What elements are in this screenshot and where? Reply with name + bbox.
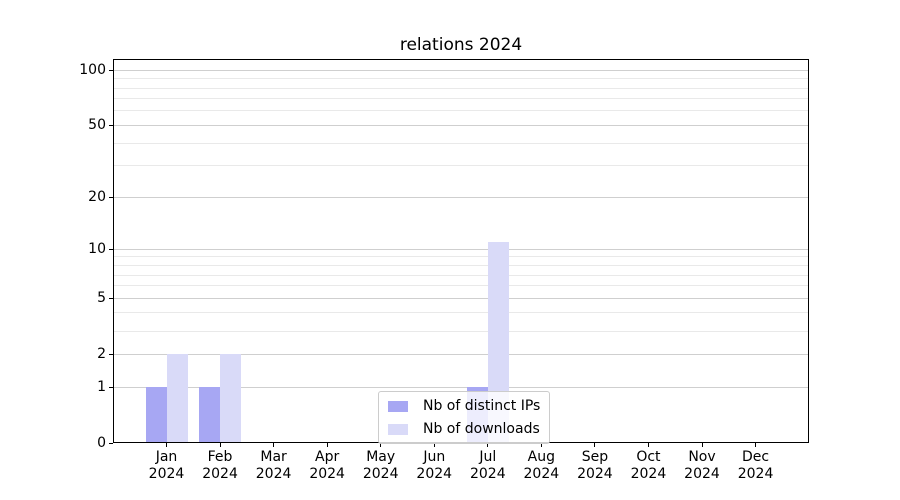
- x-tick-label-month: Sep: [581, 449, 609, 465]
- axes-frame: [113, 59, 809, 443]
- legend-swatch-downloads: [388, 423, 408, 435]
- x-tick-mark: [380, 443, 382, 447]
- x-tick-label-month: May: [366, 449, 396, 465]
- x-tick-label: Dec 2024: [724, 449, 788, 483]
- x-tick-label-month: Apr: [315, 449, 340, 465]
- y-tick-label: 20: [88, 189, 106, 206]
- x-tick-label: Oct 2024: [616, 449, 680, 483]
- minor-gridline: [113, 110, 809, 112]
- x-tick-label: Apr 2024: [295, 449, 359, 483]
- x-tick-label: Nov 2024: [670, 449, 734, 483]
- major-gridline: [113, 353, 809, 355]
- y-tick-mark: [109, 354, 113, 356]
- minor-gridline: [113, 98, 809, 100]
- x-tick-label-month: Mar: [260, 449, 287, 465]
- x-tick-label-month: Aug: [527, 449, 556, 465]
- minor-gridline: [113, 285, 809, 287]
- plot-area: [113, 59, 809, 443]
- y-tick-mark: [109, 443, 113, 444]
- y-tick-label: 100: [79, 62, 106, 79]
- x-tick-label: Jul 2024: [456, 449, 520, 483]
- major-gridline: [113, 386, 809, 388]
- major-gridline: [113, 196, 809, 198]
- x-tick-mark: [219, 443, 221, 447]
- minor-gridline: [113, 165, 809, 167]
- x-tick-mark: [273, 443, 275, 447]
- x-tick-label: May 2024: [349, 449, 413, 483]
- x-tick-label-year: 2024: [577, 466, 613, 482]
- minor-gridline: [113, 87, 809, 89]
- x-tick-mark: [647, 443, 649, 447]
- major-gridline: [113, 297, 809, 299]
- y-tick-mark: [109, 197, 113, 199]
- bar-downloads-jan: [166, 354, 188, 443]
- bar-distinct-ips-jan: [145, 387, 167, 443]
- y-tick-label: 5: [97, 290, 106, 307]
- legend-item-downloads: Nb of downloads: [388, 421, 540, 437]
- x-tick-label-year: 2024: [255, 466, 292, 482]
- x-tick-label-month: Feb: [207, 449, 233, 465]
- x-tick-label: Aug 2024: [509, 449, 573, 483]
- x-tick-label-month: Jan: [155, 449, 178, 465]
- major-gridline: [113, 248, 809, 250]
- x-tick-label: Sep 2024: [563, 449, 627, 483]
- bar-downloads-feb: [220, 354, 242, 443]
- x-tick-label-year: 2024: [630, 466, 667, 482]
- x-tick-mark: [701, 443, 703, 447]
- major-gridline: [113, 69, 809, 71]
- y-tick-label: 2: [97, 346, 106, 363]
- y-tick-mark: [109, 125, 113, 127]
- x-tick-label: Feb 2024: [188, 449, 252, 483]
- x-tick-label-year: 2024: [684, 466, 720, 482]
- legend-swatch-distinct-ips: [388, 400, 408, 412]
- x-tick-label-year: 2024: [362, 466, 399, 482]
- minor-gridline: [113, 256, 809, 258]
- y-tick-label: 0: [97, 435, 106, 451]
- x-tick-label-month: Dec: [742, 449, 770, 465]
- minor-gridline: [113, 142, 809, 144]
- minor-gridline: [113, 274, 809, 276]
- minor-gridline: [113, 265, 809, 266]
- x-tick-mark: [594, 443, 596, 447]
- x-tick-label: Jan 2024: [135, 449, 199, 483]
- legend-label-distinct-ips: Nb of distinct IPs: [423, 398, 541, 414]
- minor-gridline: [113, 330, 809, 332]
- x-tick-label-year: 2024: [202, 466, 238, 482]
- y-tick-mark: [109, 249, 113, 251]
- bar-distinct-ips-feb: [199, 387, 221, 443]
- minor-gridline: [113, 312, 809, 314]
- minor-gridline: [113, 78, 809, 80]
- x-tick-label: Jun 2024: [402, 449, 466, 483]
- y-tick-mark: [109, 298, 113, 300]
- x-tick-mark: [326, 443, 328, 447]
- x-tick-mark: [487, 443, 489, 447]
- y-tick-mark: [109, 70, 113, 72]
- x-tick-label-month: Jul: [479, 449, 497, 465]
- major-gridline: [113, 124, 809, 126]
- x-tick-mark: [540, 443, 542, 447]
- x-tick-label-year: 2024: [148, 466, 185, 482]
- x-tick-label-year: 2024: [416, 466, 453, 482]
- legend: Nb of distinct IPs Nb of downloads: [378, 391, 551, 444]
- y-tick-label: 50: [88, 117, 106, 134]
- x-tick-label-year: 2024: [309, 466, 345, 482]
- y-tick-label: 1: [97, 379, 106, 395]
- x-tick-mark: [166, 443, 167, 447]
- x-tick-label: Mar 2024: [242, 449, 306, 483]
- x-tick-label-year: 2024: [523, 466, 560, 482]
- legend-item-distinct-ips: Nb of distinct IPs: [388, 398, 540, 414]
- x-tick-label-month: Nov: [688, 449, 716, 465]
- legend-label-downloads: Nb of downloads: [423, 421, 540, 437]
- x-tick-label-year: 2024: [737, 466, 774, 482]
- x-tick-label-year: 2024: [469, 466, 506, 482]
- chart-title: relations 2024: [399, 35, 523, 55]
- x-tick-mark: [433, 443, 435, 447]
- x-tick-label-month: Oct: [636, 449, 661, 465]
- x-tick-label-month: Jun: [423, 449, 446, 465]
- y-tick-label: 10: [88, 241, 106, 258]
- x-tick-mark: [755, 443, 757, 447]
- y-tick-mark: [109, 387, 113, 388]
